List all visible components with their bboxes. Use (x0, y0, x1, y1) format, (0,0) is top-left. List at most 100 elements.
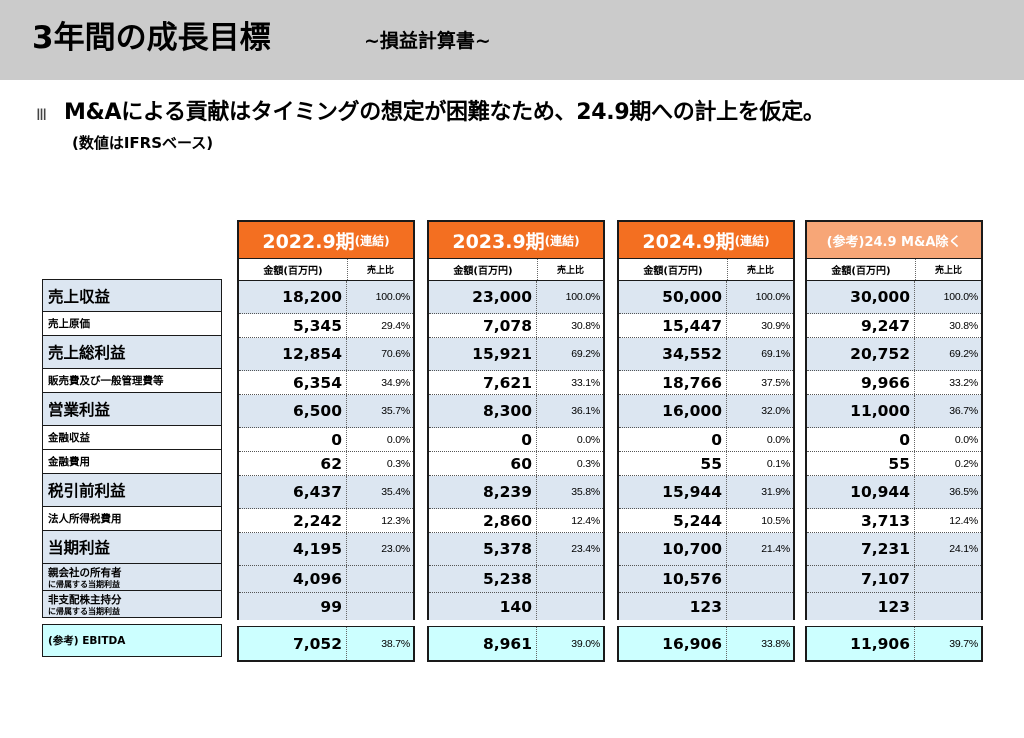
amount-cell: 10,944 (807, 476, 915, 508)
ratio-cell: 38.7% (381, 637, 410, 650)
consolidated-label: (連結) (734, 233, 770, 248)
table-row: 10,576 (619, 566, 793, 593)
row-gap (427, 620, 605, 627)
consolidated-label: (連結) (354, 233, 390, 248)
amount-cell: 7,052 (239, 627, 347, 660)
amount-cell: 123 (619, 593, 727, 620)
table-row: 16,000 32.0% (619, 395, 793, 428)
table-row: 2,242 12.3% (239, 509, 413, 533)
table-row: 6,354 34.9% (239, 371, 413, 395)
ratio-cell (915, 593, 981, 620)
headline: M&Aによる貢献はタイミングの想定が困難なため、24.9期への計上を仮定。 (64, 100, 825, 125)
amount-cell: 23,000 (429, 281, 537, 313)
ratio-cell (537, 566, 603, 592)
amount-cell: 15,944 (619, 476, 727, 508)
row-label: 金融費用 (42, 450, 222, 474)
table-row: 123 (807, 593, 981, 620)
row-label-text: 当期利益 (48, 539, 111, 557)
table-row: 0 0.0% (239, 428, 413, 452)
ratio-subheader: 売上比 (366, 266, 394, 276)
ratio-cell: 33.1% (571, 376, 600, 389)
row-label: 親会社の所有者 に帰属する当期利益 (42, 564, 222, 591)
ratio-cell: 33.2% (949, 376, 978, 389)
table-row: 8,239 35.8% (429, 476, 603, 509)
table-row: 50,000 100.0% (619, 281, 793, 314)
amount-cell: 5,238 (429, 566, 537, 592)
table-row: 12,854 70.6% (239, 338, 413, 371)
ratio-cell (537, 593, 603, 620)
amount-cell: 123 (807, 593, 915, 620)
ratio-cell: 39.0% (571, 637, 600, 650)
amount-cell: 55 (619, 452, 727, 475)
period-column: (参考)24.9 M&A除く 金額(百万円) 売上比 30,000 100.0% 9,24… (805, 220, 983, 662)
amount-cell: 6,500 (239, 395, 347, 427)
amount-cell: 2,860 (429, 509, 537, 532)
amount-cell: 9,966 (807, 371, 915, 394)
amount-cell: 11,906 (807, 627, 915, 660)
ratio-cell: 30.8% (571, 319, 600, 332)
ratio-cell (915, 566, 981, 592)
ratio-cell: 100.0% (375, 291, 411, 303)
period-column: 2023.9期 (連結) 金額(百万円) 売上比 23,000 100.0% 7,078 30… (427, 220, 605, 662)
amount-cell: 0 (807, 428, 915, 451)
amount-cell: 0 (619, 428, 727, 451)
table-row: 5,244 10.5% (619, 509, 793, 533)
amount-cell: 5,378 (429, 533, 537, 565)
amount-cell: 7,231 (807, 533, 915, 565)
amount-cell: 4,195 (239, 533, 347, 565)
ratio-cell: 23.4% (571, 543, 600, 555)
table-row: 0 0.0% (807, 428, 981, 452)
amount-cell: 8,300 (429, 395, 537, 427)
row-label: 非支配株主持分 に帰属する当期利益 (42, 591, 222, 618)
amount-cell: 6,354 (239, 371, 347, 394)
row-label-text: (参考) EBITDA (48, 635, 126, 647)
table-row: 30,000 100.0% (807, 281, 981, 314)
ratio-cell (727, 593, 793, 620)
row-labels: 売上収益 売上原価 売上総利益 販売費及び一般管理費等 営業利益 金融収益 金融費用 税引前利… (42, 279, 222, 657)
column-subheader: 金額(百万円) 売上比 (807, 259, 981, 281)
basis-note: (数値はIFRSベース) (72, 134, 214, 152)
table-row: 18,766 37.5% (619, 371, 793, 395)
row-label-text: 営業利益 (48, 401, 111, 419)
ratio-cell: 31.9% (761, 486, 790, 498)
table-row: 18,200 100.0% (239, 281, 413, 314)
ratio-cell: 33.8% (761, 637, 790, 650)
row-label-text: 金融費用 (48, 456, 90, 468)
amount-cell: 30,000 (807, 281, 915, 313)
amount-cell: 50,000 (619, 281, 727, 313)
amount-cell: 18,200 (239, 281, 347, 313)
amount-subheader: 金額(百万円) (429, 259, 538, 280)
ratio-cell: 100.0% (943, 291, 979, 303)
row-gap (805, 620, 983, 627)
ratio-cell: 100.0% (565, 291, 601, 303)
amount-cell: 34,552 (619, 338, 727, 370)
header-band (0, 0, 1024, 80)
ratio-cell: 0.3% (386, 457, 410, 470)
page-title: 3年間の成長目標 (32, 20, 271, 56)
amount-cell: 2,242 (239, 509, 347, 532)
table-row: 11,000 36.7% (807, 395, 981, 428)
ratio-cell: 24.1% (949, 543, 978, 555)
amount-cell: 16,000 (619, 395, 727, 427)
period-column: 2022.9期 (連結) 金額(百万円) 売上比 18,200 100.0% 5,345 29… (237, 220, 415, 662)
consolidated-label: (連結) (544, 233, 580, 248)
table-row: 123 (619, 593, 793, 620)
table-row: 99 (239, 593, 413, 620)
row-label-text: 販売費及び一般管理費等 (48, 375, 164, 387)
table-row: 23,000 100.0% (429, 281, 603, 314)
period-column: 2024.9期 (連結) 金額(百万円) 売上比 50,000 100.0% 15,447 3… (617, 220, 795, 662)
table-row: 34,552 69.1% (619, 338, 793, 371)
ratio-cell: 29.4% (381, 319, 410, 332)
ratio-cell: 12.3% (381, 514, 410, 527)
ratio-cell: 0.0% (386, 433, 410, 446)
table-row: 15,944 31.9% (619, 476, 793, 509)
ratio-cell: 36.5% (949, 486, 978, 498)
amount-cell: 4,096 (239, 566, 347, 592)
table-row: 7,621 33.1% (429, 371, 603, 395)
ratio-cell: 37.5% (761, 376, 790, 389)
ratio-cell: 69.2% (571, 348, 600, 360)
row-label: 営業利益 (42, 393, 222, 426)
amount-cell: 7,107 (807, 566, 915, 592)
ratio-subheader: 売上比 (556, 266, 584, 276)
table-row: 7,231 24.1% (807, 533, 981, 566)
